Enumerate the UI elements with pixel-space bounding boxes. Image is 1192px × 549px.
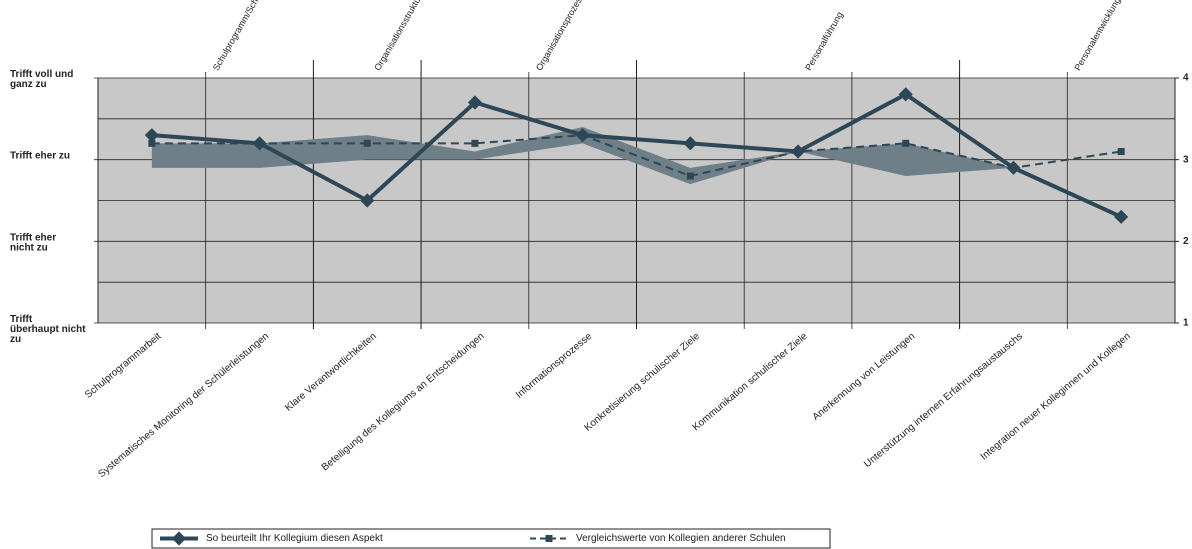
marker — [471, 139, 479, 147]
legend-marker — [171, 531, 187, 546]
x-tick-label: Kommunikation schulischer Ziele — [691, 331, 810, 434]
marker — [902, 139, 910, 147]
legend-label: Vergleichswerte von Kollegien anderer Sc… — [576, 533, 786, 544]
y2-tick-label: 4 — [1183, 73, 1189, 84]
marker — [256, 139, 264, 147]
series-line — [151, 134, 1122, 178]
group-label: Organisationsprozesse — [534, 0, 589, 72]
y2-tick-label: 3 — [1183, 154, 1189, 165]
marker — [794, 148, 802, 155]
series-line — [151, 92, 1122, 219]
group-label: Personalführung — [803, 10, 845, 72]
group-label: Personalentwicklung — [1072, 0, 1122, 72]
y-tick-label: Trifft überhaupt nicht zu — [10, 314, 86, 345]
y-tick-label: Trifft eher zu — [10, 150, 70, 161]
x-tick-label: Anerkennung von Leistungen — [811, 331, 918, 423]
legend-box — [151, 528, 831, 549]
marker — [579, 131, 587, 139]
x-tick-label: Konkretisierung schulischer Ziele — [583, 331, 703, 434]
y-tick-label: Trifft eher nicht zu — [10, 232, 56, 253]
marker — [683, 136, 698, 151]
x-tick-label: Informationsprozesse — [514, 331, 595, 401]
legend-marker — [545, 535, 553, 542]
marker — [686, 172, 694, 180]
x-tick-label: Klare Verantwortlichkeiten — [283, 331, 379, 414]
marker — [144, 128, 159, 143]
y2-tick-label: 1 — [1183, 318, 1189, 329]
marker — [1009, 164, 1017, 172]
legend-label: So beurteilt Ihr Kollegium diesen Aspekt — [206, 533, 383, 544]
marker — [1114, 209, 1129, 224]
marker — [898, 87, 913, 102]
marker — [1117, 148, 1125, 155]
y2-tick-label: 2 — [1183, 236, 1189, 247]
x-tick-label: Systematisches Monitoring der Schülerlei… — [96, 331, 271, 480]
group-label: Schulprogramm/Schulentwicklung — [211, 0, 287, 72]
x-tick-label: Schulprogrammarbeit — [83, 331, 163, 401]
marker — [360, 193, 375, 208]
y-tick-label: Trifft voll und ganz zu — [10, 69, 73, 90]
marker — [148, 139, 156, 147]
group-label: Organisationsstrukturen — [372, 0, 428, 72]
marker — [363, 139, 371, 147]
marker — [467, 95, 483, 110]
